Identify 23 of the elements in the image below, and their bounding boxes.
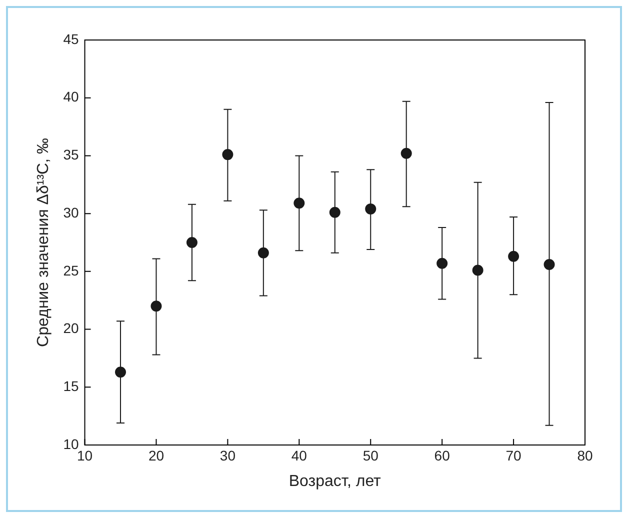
y-tick-label: 25 <box>63 262 79 278</box>
y-tick-label: 10 <box>63 436 79 452</box>
y-tick-label: 45 <box>63 30 79 47</box>
x-tick-label: 20 <box>148 447 164 464</box>
point <box>115 366 126 378</box>
y-axis-title: Средние значения Δδ¹³C, ‰ <box>35 138 52 347</box>
x-tick-label: 30 <box>220 447 236 464</box>
point <box>365 203 376 214</box>
y-tick-label: 15 <box>63 378 79 394</box>
y-tick-label: 35 <box>63 146 79 163</box>
point <box>186 237 198 248</box>
x-tick-label: 80 <box>577 447 593 464</box>
x-tick-label: 40 <box>291 447 308 464</box>
x-tick-label: 10 <box>76 447 93 464</box>
x-axis-title: Возраст, лет <box>288 472 382 490</box>
y-tick-label: 40 <box>63 88 79 105</box>
y-tick-label: 20 <box>63 320 79 336</box>
x-tick-label: 70 <box>506 447 522 464</box>
x-tick-label: 60 <box>434 447 450 464</box>
point <box>508 250 520 262</box>
x-tick-label: 50 <box>362 447 379 464</box>
point <box>294 198 305 209</box>
y-tick-label: 30 <box>63 204 79 220</box>
